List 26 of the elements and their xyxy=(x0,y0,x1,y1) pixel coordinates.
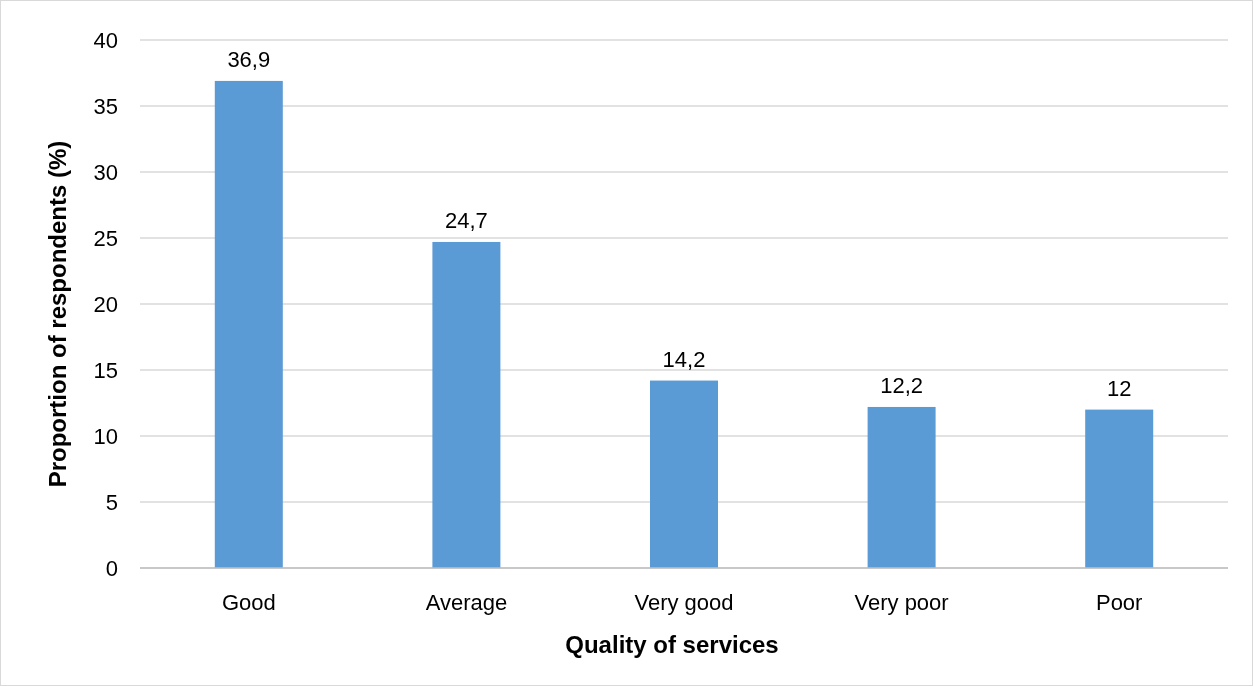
y-tick-label: 0 xyxy=(105,555,118,581)
x-tick-label: Very poor xyxy=(854,590,949,615)
y-tick-label: 5 xyxy=(105,489,118,515)
data-label: 12 xyxy=(1106,375,1132,401)
x-axis-title: Quality of services xyxy=(565,631,779,658)
y-tick-label: 20 xyxy=(93,291,118,317)
data-label: 24,7 xyxy=(444,207,488,233)
y-tick-label: 15 xyxy=(93,357,118,383)
bar xyxy=(432,241,501,568)
bar xyxy=(867,406,936,568)
y-tick-label: 10 xyxy=(93,423,118,449)
data-label: 36,9 xyxy=(227,46,271,72)
y-tick-label: 35 xyxy=(93,93,118,119)
bar xyxy=(214,80,283,568)
y-axis-title: Proportion of respondents (%) xyxy=(44,140,71,488)
y-tick-label: 40 xyxy=(93,27,118,53)
x-tick-label: Very good xyxy=(634,590,734,615)
x-tick-label: Poor xyxy=(1095,590,1143,615)
y-tick-label: 30 xyxy=(93,159,118,185)
y-tick-label: 25 xyxy=(93,225,118,251)
bar xyxy=(1085,409,1154,568)
data-label: 12,2 xyxy=(880,372,924,398)
data-label: 14,2 xyxy=(662,346,706,372)
bar xyxy=(650,380,718,568)
x-tick-label: Good xyxy=(221,590,276,615)
x-tick-label: Average xyxy=(425,590,508,615)
